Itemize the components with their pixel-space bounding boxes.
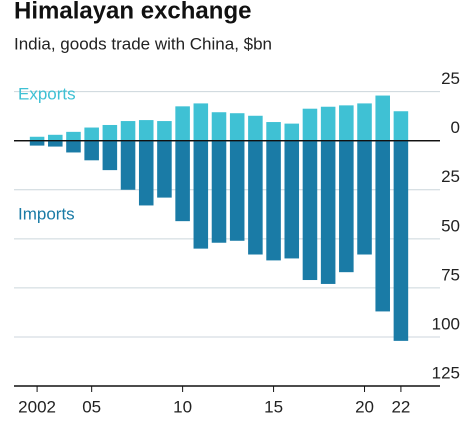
chart-subtitle: India, goods trade with China, $bn [14, 34, 272, 53]
bar [102, 124, 118, 141]
x-tick-label: 20 [355, 397, 374, 416]
y-tick-label: 125 [432, 363, 460, 382]
bar [339, 105, 354, 141]
bar [193, 103, 209, 141]
bar [266, 122, 281, 141]
bar [48, 140, 63, 147]
bar [357, 140, 372, 255]
x-tick-label: 10 [173, 397, 192, 416]
bar [84, 140, 99, 161]
y-tick-label: 100 [432, 314, 460, 333]
bar [248, 115, 263, 141]
bar [175, 106, 190, 141]
x-tick-label: 05 [82, 397, 101, 416]
bar [393, 111, 409, 141]
bar [357, 103, 372, 141]
y-tick-label: 50 [441, 216, 460, 235]
bar [29, 140, 45, 146]
bar [229, 113, 245, 141]
bar [302, 140, 318, 281]
y-tick-label: 25 [441, 69, 460, 88]
series-label: Imports [18, 204, 75, 223]
bar [193, 140, 209, 249]
bar [66, 140, 81, 153]
bar [84, 127, 99, 141]
bar [339, 140, 354, 273]
bar [138, 140, 154, 206]
x-tick-label: 2002 [18, 397, 56, 416]
bar [66, 131, 81, 141]
bar [102, 140, 118, 171]
chart-title: Himalayan exchange [14, 0, 251, 24]
y-tick-label: 25 [441, 167, 460, 186]
series-label: Exports [18, 84, 76, 103]
bar [266, 140, 281, 261]
bar [175, 140, 190, 222]
x-tick-label: 22 [391, 397, 410, 416]
bar [320, 140, 336, 284]
bar [229, 140, 245, 241]
bar [248, 140, 263, 255]
bar [29, 136, 45, 141]
bar [393, 140, 409, 341]
bar [284, 123, 300, 141]
bar [120, 121, 136, 141]
y-tick-label: 0 [451, 118, 460, 137]
bar [157, 140, 172, 198]
bar [320, 106, 336, 141]
bar [157, 121, 172, 141]
bar [375, 140, 390, 312]
bar [375, 95, 390, 141]
bar [211, 140, 227, 243]
bar [302, 108, 318, 141]
bar [211, 112, 227, 141]
bar [138, 120, 154, 141]
y-tick-label: 75 [441, 265, 460, 284]
bar [120, 140, 136, 190]
x-tick-label: 15 [264, 397, 283, 416]
bar [48, 134, 63, 141]
bar [284, 140, 300, 259]
